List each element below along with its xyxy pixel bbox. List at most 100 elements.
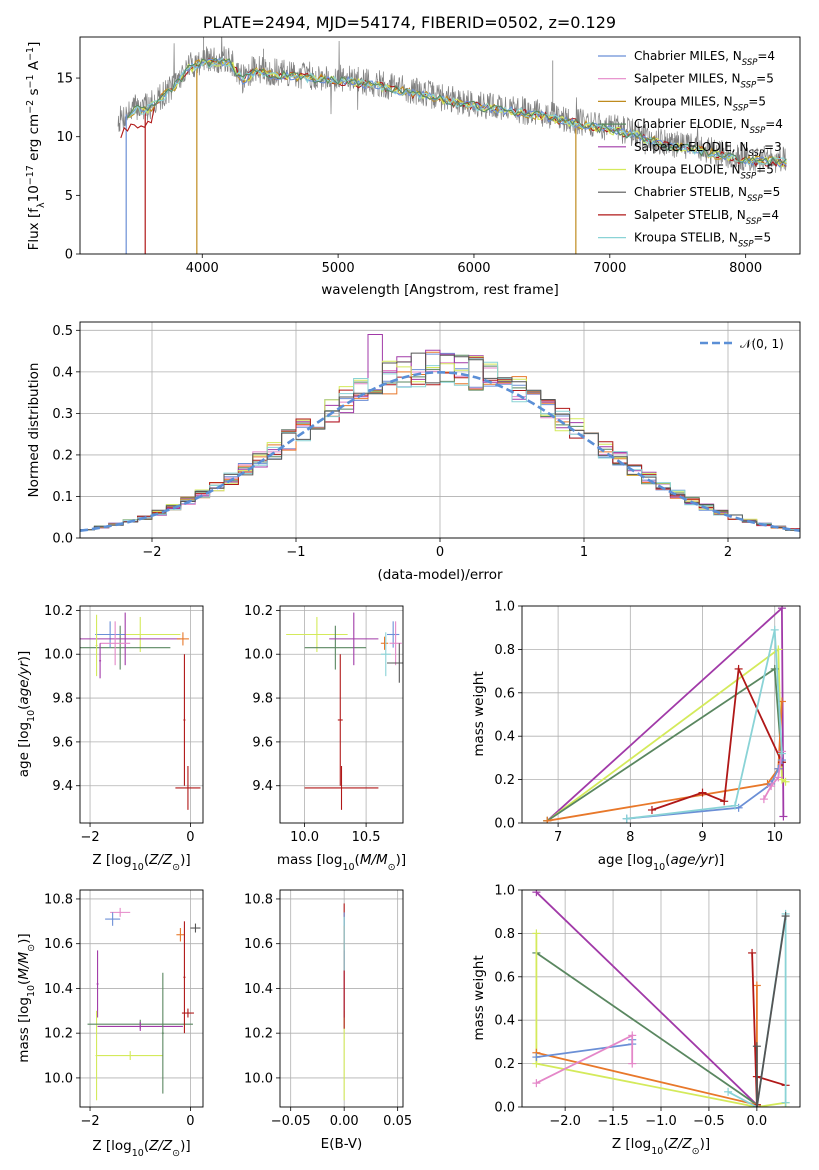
label-part: (: [665, 852, 670, 868]
data-point: [774, 773, 783, 782]
x-tick-label: 0.05: [383, 1114, 412, 1129]
label-part: )]: [16, 651, 32, 662]
data-point: [532, 929, 541, 938]
data-point: [752, 1042, 761, 1051]
weight-line-salpeter-elodie: [546, 606, 785, 822]
x-tick-label: 7: [554, 830, 562, 845]
errorbar: [95, 614, 98, 677]
x-tick-label: 1: [580, 545, 588, 560]
histogram-salpeter-elodie: [80, 334, 800, 532]
x-tick-label: −2: [80, 1114, 99, 1129]
errorbar: [181, 1008, 194, 1018]
legend-name: Chabrier MILES, N: [634, 49, 742, 63]
legend-sub: SSP: [741, 172, 757, 182]
label-part: −1: [25, 74, 36, 88]
weight-line-orange: [536, 985, 758, 1107]
y-tick-label: 1.0: [494, 884, 515, 899]
axes-age-vs-mass: 10.0 10.5 9.4 9.6 9.8 10.0 10.2: [244, 604, 404, 845]
legend-sub: SSP: [750, 126, 766, 136]
y-tick-label: 15: [56, 72, 73, 87]
x-tick-label: 7000: [593, 261, 626, 276]
y-tick-label: 5: [65, 189, 73, 204]
legend-name: Chabrier STELIB, N: [634, 185, 747, 199]
label-part: 10: [26, 710, 37, 722]
y-tick-label: 9.8: [52, 692, 73, 707]
errorbar: [337, 654, 343, 786]
legend-sub: SSP: [747, 194, 763, 204]
axes-frame: [79, 605, 204, 824]
axes-age-vs-Z: −2 0 9.4 9.6 9.8 10.0 10.2: [44, 604, 206, 845]
x-tick-label: 2: [724, 545, 732, 560]
x-tick-label: 10.0: [290, 830, 319, 845]
label-part: Z [log: [92, 1138, 131, 1154]
legend-name: Kroupa ELODIE, N: [634, 163, 741, 177]
y-tick-label: 9.4: [52, 779, 73, 794]
y-tick-label: 0.6: [494, 686, 515, 701]
label-part: −17: [25, 165, 36, 185]
label-part: )]: [180, 852, 191, 868]
legend-entry: Salpeter ELODIE, NSSP=3: [634, 140, 782, 159]
legend-sub: SSP: [748, 149, 764, 159]
y-tick-label: 10.0: [244, 648, 273, 663]
data-point: [532, 1079, 541, 1088]
data-point: [781, 912, 790, 921]
label-part: )]: [16, 933, 32, 944]
axes-frame: [521, 605, 801, 824]
label-part: (: [144, 1138, 149, 1154]
y-tick-label: 0.1: [52, 490, 73, 505]
axes-frame: [79, 889, 204, 1108]
label-part: wavelength [Angstrom, rest frame]: [321, 282, 559, 298]
y-tick-label: 9.8: [252, 692, 273, 707]
errorbar: [389, 621, 402, 666]
y-tick-label: 10.6: [244, 937, 273, 952]
x-tick-label: 0.00: [330, 1114, 359, 1129]
x-tick-label: −2: [142, 545, 161, 560]
errorbar: [80, 612, 181, 666]
x-tick-label: 5000: [322, 261, 355, 276]
weight-line-salpeter-elodie: [535, 891, 758, 1107]
data-point: [532, 1053, 541, 1062]
legend-entry: Kroupa STELIB, NSSP=5: [634, 231, 771, 250]
label-part: )]: [180, 1138, 191, 1154]
data-point: [698, 788, 707, 797]
legend-sub: SSP: [742, 58, 758, 68]
axes-frame: [79, 321, 801, 539]
y-tick-label: 0.8: [494, 643, 515, 658]
label-part: M/M: [16, 951, 32, 979]
errorbar: [203, 624, 206, 663]
errorbar: [387, 643, 403, 683]
y-tick-label: 0.4: [52, 365, 73, 380]
data-point: [781, 777, 790, 786]
errorbar: [380, 636, 389, 650]
label-part: ⊙: [388, 862, 396, 873]
label-part: Z [log: [612, 1136, 651, 1152]
data-point: [532, 890, 541, 897]
errorbar: [97, 1051, 163, 1061]
legend-value: =5: [756, 72, 774, 86]
plot-area-spectrum: [117, 37, 787, 254]
data-point: [628, 1031, 637, 1040]
x-tick-label: −0.5: [693, 1114, 725, 1129]
y-tick-label: 9.6: [52, 735, 73, 750]
plot-area-age-vs-Z: [80, 612, 206, 810]
label-part: Z/Z: [148, 1138, 173, 1154]
label-part: (: [16, 705, 32, 710]
axes-frame: [79, 36, 801, 255]
x-tick-label: 8: [626, 830, 634, 845]
label-part: ⊙: [172, 1148, 180, 1159]
label-part: −1: [25, 47, 36, 61]
legend-value: =4: [757, 49, 775, 63]
plot-area-mass-vs-Z: [87, 907, 201, 1101]
x-tick-label: −2.0: [549, 1114, 581, 1129]
label-part: )]: [714, 852, 725, 868]
data-point: [752, 981, 761, 990]
label-part: λ: [36, 202, 47, 208]
y-axis-label: age [log10(age/yr)]: [16, 651, 37, 777]
y-tick-label: 10.4: [44, 982, 73, 997]
x-tick-label: 9: [698, 830, 706, 845]
x-axis-label: E(B-V): [321, 1136, 363, 1152]
x-tick-label: 8000: [729, 261, 762, 276]
data-point: [779, 812, 788, 821]
legend-entry: Chabrier MILES, NSSP=4: [634, 49, 775, 68]
